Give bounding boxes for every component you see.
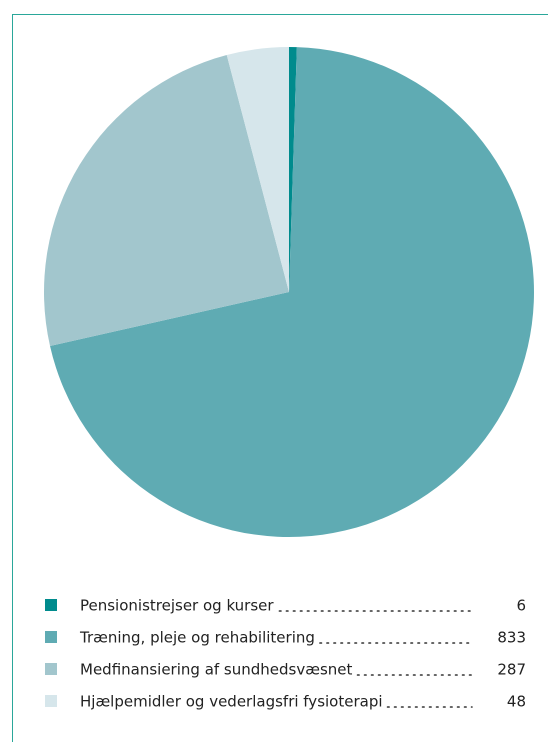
legend-label: Hjælpemidler og vederlagsfri fysioterapi	[80, 693, 383, 711]
legend-value: 6	[516, 597, 526, 615]
pie-slice	[226, 47, 289, 292]
legend-swatch	[45, 599, 57, 611]
legend-swatch	[45, 695, 57, 707]
pie-slice	[289, 47, 297, 292]
legend-value: 48	[507, 693, 526, 711]
legend-swatch	[45, 631, 57, 643]
pie-slice	[50, 47, 534, 537]
pie-slice	[44, 55, 290, 346]
legend-value: 833	[497, 629, 526, 647]
frame	[12, 14, 548, 742]
legend-swatch	[45, 663, 57, 675]
legend-label: Pensionistrejser og kurser	[80, 597, 274, 615]
legend-value: 287	[497, 661, 526, 679]
legend-label: Medfinansiering af sundhedsvæsnet	[80, 661, 353, 679]
legend-label: Træning, pleje og rehabilitering	[79, 629, 315, 647]
